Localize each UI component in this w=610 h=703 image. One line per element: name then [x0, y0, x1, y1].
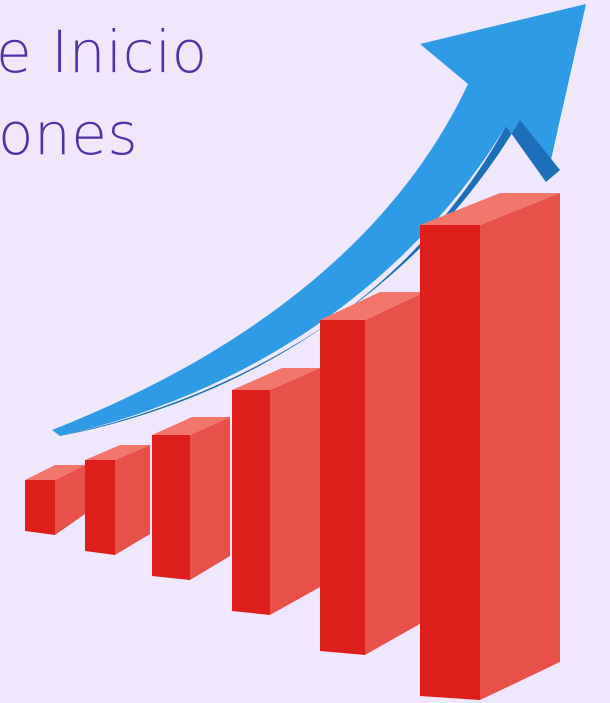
bar-side [115, 445, 150, 555]
bar-side [365, 292, 425, 655]
title-line: ones [0, 100, 139, 168]
bar-top [25, 465, 85, 480]
bar-top [420, 193, 560, 225]
bars [25, 193, 560, 700]
bar-top [152, 417, 230, 435]
bar-front [420, 225, 480, 700]
bar-front [232, 390, 270, 615]
bar-top [320, 292, 425, 320]
bar-top [85, 445, 150, 460]
bar-front [85, 460, 115, 555]
arrow [52, 4, 586, 436]
bar-side [55, 465, 85, 535]
bar-side [480, 193, 560, 700]
arrow-body [52, 4, 586, 436]
title-line: e Inicio [0, 18, 208, 86]
bar-side [190, 417, 230, 580]
bar-side [270, 368, 320, 615]
bar-front [152, 435, 190, 580]
bar-front [25, 480, 55, 535]
bar-top [232, 368, 320, 390]
bar-front [320, 320, 365, 655]
